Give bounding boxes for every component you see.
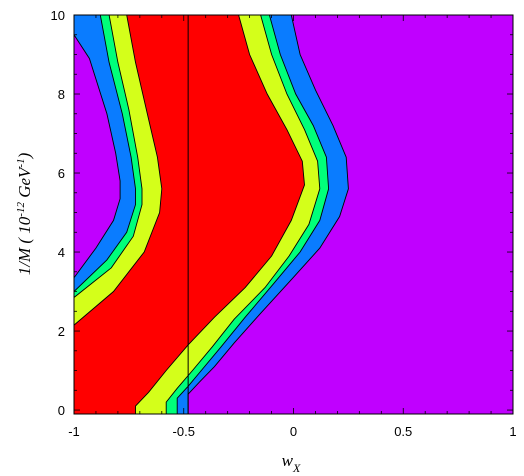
contour-line-right_blue — [187, 15, 349, 414]
y-axis-title-mid: GeV — [15, 165, 34, 202]
y-tick-label: 8 — [58, 87, 65, 102]
x-axis-title-base: w — [282, 451, 294, 470]
contour-line-left_green — [74, 15, 136, 292]
axis-ticks — [73, 14, 514, 414]
x-tick-label: 1 — [509, 424, 516, 439]
y-tick-label: 6 — [58, 166, 65, 181]
y-axis-title-exp1: -12 — [15, 202, 27, 217]
y-axis-title-exp2: -1 — [15, 158, 27, 167]
y-tick-label: 2 — [58, 324, 65, 339]
contour-line-left_blue — [74, 34, 121, 278]
contour-line-right_yellow — [165, 15, 321, 414]
x-tick-label: 0.5 — [394, 424, 412, 439]
y-tick-label: 4 — [58, 245, 65, 260]
y-tick-label: 10 — [51, 8, 65, 23]
contour-line-right_red — [135, 15, 305, 414]
y-axis-title-end: ) — [15, 152, 34, 159]
y-tick-label: 0 — [58, 403, 65, 418]
x-tick-label: -1 — [68, 424, 80, 439]
y-axis-title-base: 1/M ( 10 — [15, 216, 34, 275]
plot-area — [73, 14, 514, 415]
x-axis-title: wX — [282, 451, 301, 475]
contour-line-left_yellow — [74, 15, 143, 298]
x-axis-title-subscript: X — [292, 461, 301, 475]
y-axis-title: 1/M ( 10-12 GeV-1) — [15, 152, 34, 275]
x-tick-label: -0.5 — [173, 424, 195, 439]
region-inner — [74, 15, 305, 414]
contour-line-right_green — [176, 15, 330, 414]
x-tick-label: 0 — [290, 424, 297, 439]
contour-line-left_red — [74, 15, 163, 326]
